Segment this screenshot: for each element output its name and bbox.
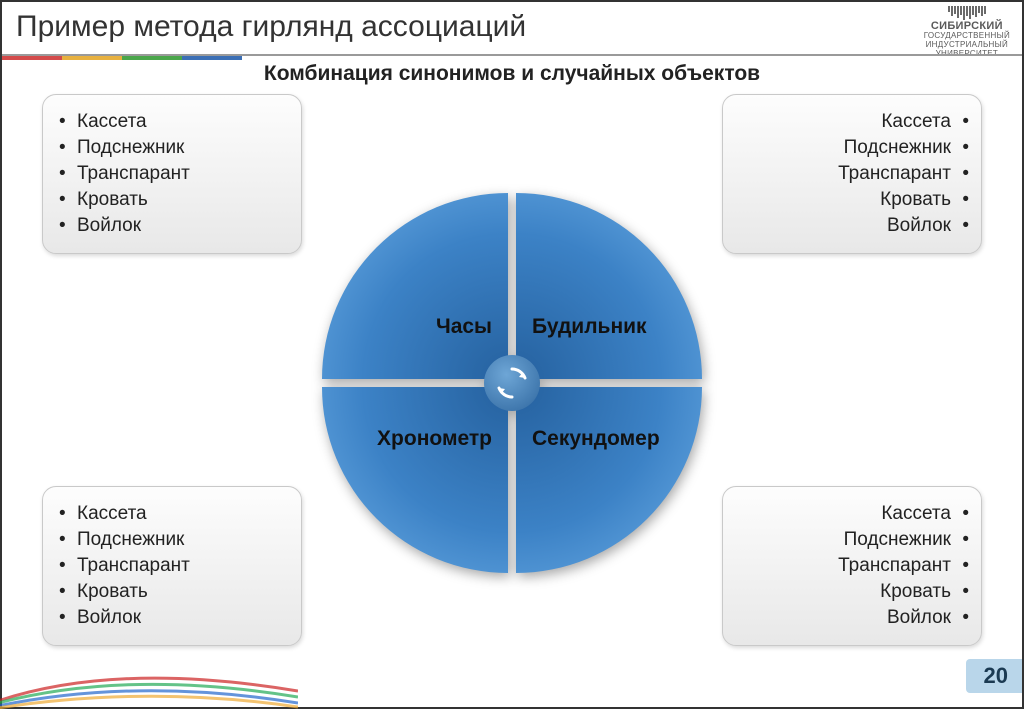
swoosh-decoration <box>0 651 298 709</box>
card-tl: КассетаПодснежникТранспарантКроватьВойло… <box>42 94 302 254</box>
segment-label-tr: Будильник <box>532 315 647 339</box>
cycle-arrows-icon <box>484 355 540 411</box>
segment-bl: Хронометр <box>322 387 508 573</box>
logo-bars-icon <box>924 6 1010 20</box>
list-item: Подснежник <box>739 527 969 553</box>
list-item: Войлок <box>59 213 289 239</box>
page-number-badge: 20 <box>966 659 1022 693</box>
segment-tr: Будильник <box>516 193 702 379</box>
list-item: Транспарант <box>59 553 289 579</box>
list-item: Кровать <box>739 579 969 605</box>
list-item: Войлок <box>739 213 969 239</box>
segment-label-bl: Хронометр <box>377 427 492 451</box>
slide-subtitle: Комбинация синонимов и случайных объекто… <box>2 62 1022 86</box>
card-bl: КассетаПодснежникТранспарантКроватьВойло… <box>42 486 302 646</box>
logo-text: СИБИРСКИЙ ГОСУДАРСТВЕННЫЙ ИНДУСТРИАЛЬНЫЙ… <box>924 22 1010 58</box>
list-item: Кассета <box>59 501 289 527</box>
divider <box>2 54 1022 56</box>
list-item: Кровать <box>59 187 289 213</box>
list-item: Кассета <box>739 501 969 527</box>
slide: Пример метода гирлянд ассоциаций СИБИРСК… <box>0 0 1024 709</box>
list-item: Войлок <box>739 605 969 631</box>
segmented-circle: Часы Будильник Хронометр Секундомер <box>322 193 702 573</box>
segment-label-br: Секундомер <box>532 427 660 451</box>
list-item: Транспарант <box>739 161 969 187</box>
list-item: Подснежник <box>59 527 289 553</box>
list-item: Кровать <box>59 579 289 605</box>
segment-label-tl: Часы <box>436 315 492 339</box>
list-tr: КассетаПодснежникТранспарантКроватьВойло… <box>739 109 969 239</box>
list-tl: КассетаПодснежникТранспарантКроватьВойло… <box>59 109 289 239</box>
list-item: Подснежник <box>739 135 969 161</box>
list-br: КассетаПодснежникТранспарантКроватьВойло… <box>739 501 969 631</box>
list-item: Кассета <box>739 109 969 135</box>
slide-title: Пример метода гирлянд ассоциаций <box>16 10 526 44</box>
list-item: Транспарант <box>59 161 289 187</box>
list-item: Кассета <box>59 109 289 135</box>
card-br: КассетаПодснежникТранспарантКроватьВойло… <box>722 486 982 646</box>
list-bl: КассетаПодснежникТранспарантКроватьВойло… <box>59 501 289 631</box>
list-item: Войлок <box>59 605 289 631</box>
list-item: Подснежник <box>59 135 289 161</box>
segment-br: Секундомер <box>516 387 702 573</box>
association-diagram: КассетаПодснежникТранспарантКроватьВойло… <box>42 88 982 678</box>
segment-tl: Часы <box>322 193 508 379</box>
university-logo: СИБИРСКИЙ ГОСУДАРСТВЕННЫЙ ИНДУСТРИАЛЬНЫЙ… <box>924 6 1010 58</box>
list-item: Транспарант <box>739 553 969 579</box>
list-item: Кровать <box>739 187 969 213</box>
card-tr: КассетаПодснежникТранспарантКроватьВойло… <box>722 94 982 254</box>
